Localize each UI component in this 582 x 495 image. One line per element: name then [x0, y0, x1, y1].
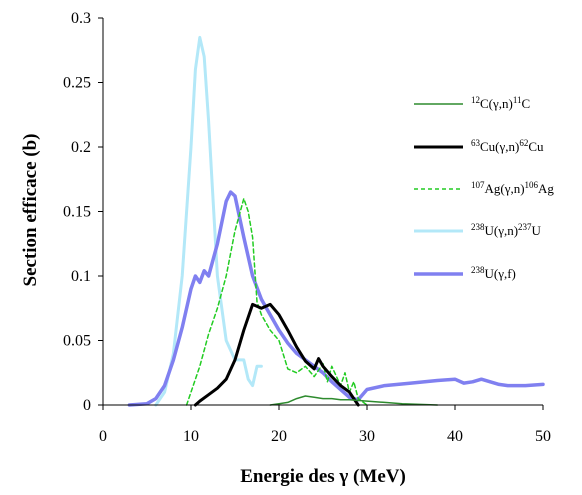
y-axis-title: Section efficace (b)	[20, 134, 41, 287]
series-line-0	[269, 395, 439, 406]
x-tick-label: 20	[271, 428, 287, 445]
x-tick-label: 40	[447, 428, 463, 445]
y-tick-label: 0.1	[71, 268, 91, 285]
series-line-3	[154, 35, 263, 407]
x-axis-title: Energie des γ (MeV)	[240, 466, 406, 487]
x-tick-label: 50	[535, 428, 551, 445]
y-tick-label: 0.25	[63, 75, 91, 92]
x-tick-label: 10	[183, 428, 199, 445]
y-tick-label: 0.05	[63, 333, 91, 350]
y-tick-label: 0.2	[71, 139, 91, 156]
y-tick-label: 0	[83, 397, 91, 414]
x-tick-label: 0	[99, 428, 107, 445]
legend-label-3: 238U(γ,n)237U	[471, 222, 542, 238]
x-tick-label: 30	[359, 428, 375, 445]
series-line-1	[193, 302, 360, 407]
legend-label-1: 63Cu(γ,n)62Cu	[471, 138, 544, 154]
legend-label-2: 107Ag(γ,n)106Ag	[471, 180, 554, 196]
series-line-2	[185, 197, 368, 406]
y-tick-label: 0.3	[71, 10, 91, 27]
y-tick-label: 0.15	[63, 204, 91, 221]
series-line-4	[127, 190, 545, 407]
legend-label-0: 12C(γ,n)11C	[471, 95, 530, 111]
legend-label-4: 238U(γ,f)	[471, 265, 516, 281]
